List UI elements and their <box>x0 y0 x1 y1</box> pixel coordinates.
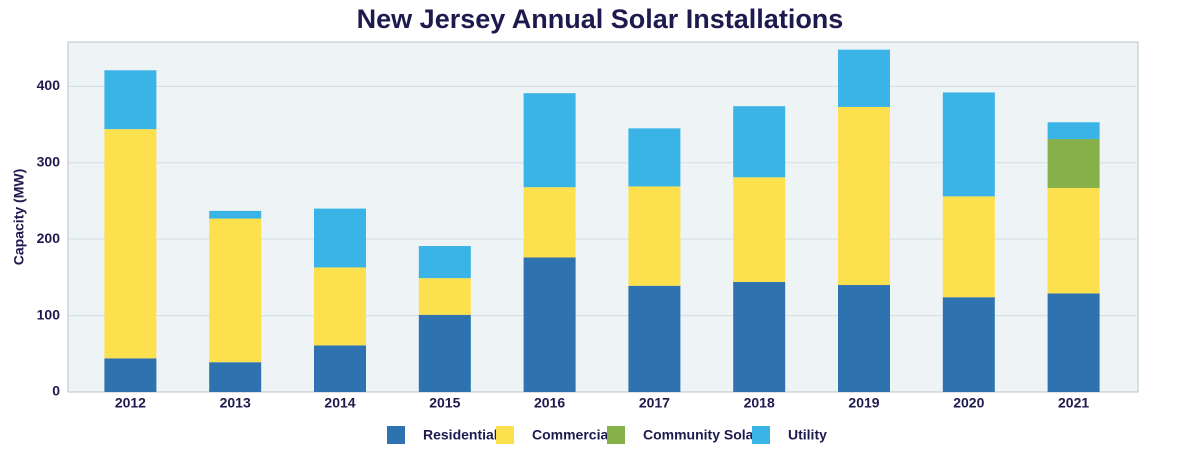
bar-segment <box>523 257 576 392</box>
x-tick-label: 2017 <box>639 395 670 411</box>
chart-title: New Jersey Annual Solar Installations <box>357 4 844 34</box>
y-tick-label: 100 <box>37 306 61 322</box>
x-tick-label: 2016 <box>534 395 565 411</box>
x-tick-label: 2014 <box>324 395 355 411</box>
bar-segment <box>942 297 995 392</box>
bar-segment <box>1047 122 1100 140</box>
bar-segment <box>104 358 157 392</box>
legend-label: Utility <box>788 427 827 443</box>
x-tick-label: 2020 <box>953 395 984 411</box>
bar-segment <box>418 246 471 279</box>
bar-segment <box>628 285 681 392</box>
bar-segment <box>838 285 890 392</box>
legend-label: Residential <box>423 427 498 443</box>
bar-segment <box>418 314 471 392</box>
bar-segment <box>314 208 366 268</box>
legend-label: Community Solar <box>643 427 759 443</box>
y-axis-label: Capacity (MW) <box>11 169 27 265</box>
x-tick-label: 2019 <box>848 395 879 411</box>
bar-segment <box>942 196 995 298</box>
bar-segment <box>314 345 366 392</box>
x-tick-label: 2013 <box>220 395 251 411</box>
bar-segment <box>838 49 890 107</box>
y-tick-label: 0 <box>52 383 60 399</box>
bar-segment <box>1047 139 1100 188</box>
bar-segment <box>733 281 786 392</box>
bar-segment <box>733 177 786 282</box>
bar-segment <box>838 106 890 286</box>
bar-segment <box>523 93 576 188</box>
x-tick-label: 2015 <box>429 395 460 411</box>
bar-segment <box>523 187 576 258</box>
legend-swatch <box>387 426 405 444</box>
x-tick-label: 2021 <box>1058 395 1089 411</box>
bar-segment <box>733 106 786 178</box>
bar-segment <box>1047 293 1100 392</box>
bar-segment <box>628 128 681 187</box>
y-tick-label: 400 <box>37 77 61 93</box>
bar-segment <box>209 218 262 363</box>
bar-segment <box>418 278 471 315</box>
y-tick-label: 200 <box>37 230 61 246</box>
x-tick-label: 2012 <box>115 395 146 411</box>
bar-segment <box>1047 187 1100 294</box>
bar-segment <box>104 70 157 130</box>
legend-label: Commercial <box>532 427 612 443</box>
y-tick-label: 300 <box>37 153 61 169</box>
bar-segment <box>942 92 995 197</box>
legend-swatch <box>607 426 625 444</box>
x-tick-label: 2018 <box>744 395 775 411</box>
bar-segment <box>314 267 366 346</box>
legend-swatch <box>752 426 770 444</box>
bar-segment <box>209 362 262 392</box>
bar-segment <box>104 129 157 359</box>
bar-segment <box>628 186 681 286</box>
bar-segment <box>209 210 262 219</box>
legend-swatch <box>496 426 514 444</box>
